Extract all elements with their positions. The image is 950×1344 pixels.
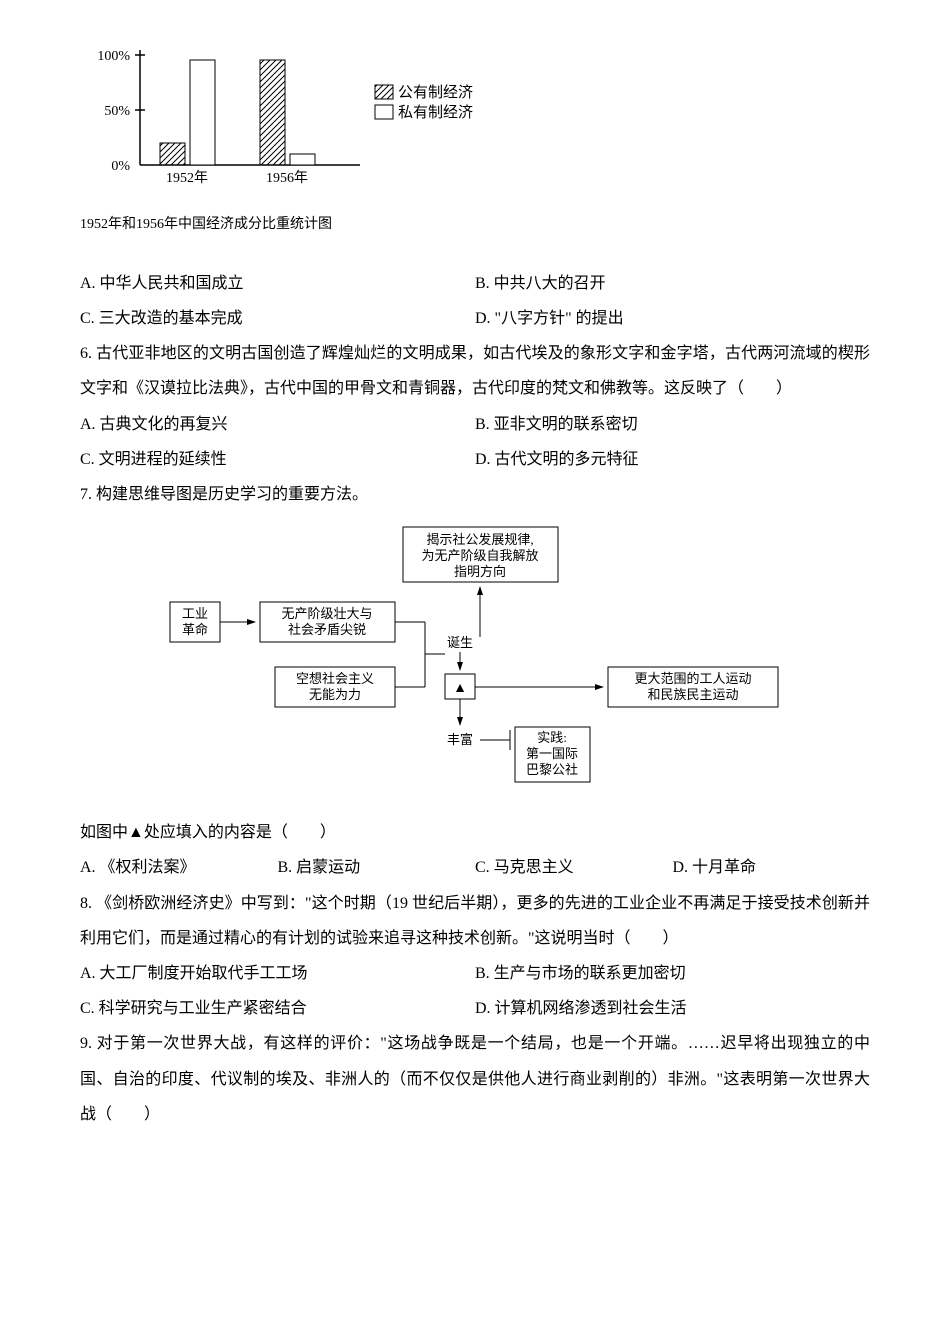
- q8-option-b: B. 生产与市场的联系更加密切: [475, 956, 870, 991]
- svg-text:无产阶级壮大与: 无产阶级壮大与: [281, 606, 372, 621]
- svg-text:▲: ▲: [453, 681, 467, 696]
- xlabel-1956: 1956年: [266, 170, 308, 186]
- ylabel-50: 50%: [104, 104, 130, 119]
- q8-text: 8. 《剑桥欧洲经济史》中写到："这个时期（19 世纪后半期），更多的先进的工业…: [80, 886, 870, 956]
- svg-text:革命: 革命: [182, 622, 208, 637]
- svg-text:空想社会主义: 空想社会主义: [296, 671, 374, 686]
- ylabel-100: 100%: [97, 49, 130, 64]
- bar-1952-private: [190, 60, 215, 165]
- q8-option-d: D. 计算机网络渗透到社会生活: [475, 991, 870, 1026]
- q5-option-d: D. "八字方针" 的提出: [475, 301, 870, 336]
- q8-option-a: A. 大工厂制度开始取代手工工场: [80, 956, 475, 991]
- q7-options-row: A. 《权利法案》 B. 启蒙运动 C. 马克思主义 D. 十月革命: [80, 850, 870, 885]
- svg-text:揭示社公发展规律,: 揭示社公发展规律,: [426, 532, 533, 547]
- svg-text:第一国际: 第一国际: [526, 746, 578, 761]
- legend-public: 公有制经济: [398, 84, 473, 101]
- q7-option-c: C. 马克思主义: [475, 850, 673, 885]
- svg-text:无能为力: 无能为力: [309, 687, 361, 702]
- svg-text:诞生: 诞生: [447, 635, 473, 650]
- bar-1952-public: [160, 143, 185, 165]
- q6-text: 6. 古代亚非地区的文明古国创造了辉煌灿烂的文明成果，如古代埃及的象形文字和金字…: [80, 336, 870, 406]
- q7-subtext: 如图中▲处应填入的内容是（ ）: [80, 815, 870, 850]
- svg-text:工业: 工业: [182, 606, 208, 621]
- q7-option-d: D. 十月革命: [673, 850, 871, 885]
- q6-option-d: D. 古代文明的多元特征: [475, 442, 870, 477]
- q7-text: 7. 构建思维导图是历史学习的重要方法。: [80, 477, 870, 512]
- bar-chart: 100% 50% 0% 1952年 1956年 公有制经济 私有制经济: [80, 40, 530, 200]
- bar-1956-public: [260, 60, 285, 165]
- svg-text:和民族民主运动: 和民族民主运动: [647, 687, 738, 702]
- xlabel-1952: 1952年: [166, 170, 208, 186]
- svg-text:指明方向: 指明方向: [454, 564, 506, 579]
- chart-caption: 1952年和1956年中国经济成分比重统计图: [80, 210, 870, 241]
- bar-1956-private: [290, 154, 315, 165]
- svg-text:实践:: 实践:: [537, 730, 567, 745]
- mindmap-container: 工业 革命 无产阶级壮大与 社会矛盾尖锐 空想社会主义 无能为力 诞生 ▲: [165, 522, 785, 805]
- q7-option-b: B. 启蒙运动: [278, 850, 476, 885]
- legend-empty-icon: [375, 105, 393, 119]
- q5-options-row1: A. 中华人民共和国成立 B. 中共八大的召开: [80, 266, 870, 301]
- svg-text:丰富: 丰富: [447, 732, 473, 747]
- mindmap: 工业 革命 无产阶级壮大与 社会矛盾尖锐 空想社会主义 无能为力 诞生 ▲: [165, 522, 785, 792]
- chart-container: 100% 50% 0% 1952年 1956年 公有制经济 私有制经济: [80, 40, 530, 200]
- q7-option-a: A. 《权利法案》: [80, 850, 278, 885]
- q8-options-row1: A. 大工厂制度开始取代手工工场 B. 生产与市场的联系更加密切: [80, 956, 870, 991]
- q8-option-c: C. 科学研究与工业生产紧密结合: [80, 991, 475, 1026]
- ylabel-0: 0%: [111, 159, 130, 174]
- svg-text:巴黎公社: 巴黎公社: [526, 762, 578, 777]
- q9-text: 9. 对于第一次世界大战，有这样的评价："这场战争既是一个结局，也是一个开端。……: [80, 1026, 870, 1132]
- q5-option-a: A. 中华人民共和国成立: [80, 266, 475, 301]
- q6-options-row2: C. 文明进程的延续性 D. 古代文明的多元特征: [80, 442, 870, 477]
- q6-option-c: C. 文明进程的延续性: [80, 442, 475, 477]
- q5-option-b: B. 中共八大的召开: [475, 266, 870, 301]
- svg-text:为无产阶级自我解放: 为无产阶级自我解放: [421, 548, 538, 563]
- q6-options-row1: A. 古典文化的再复兴 B. 亚非文明的联系密切: [80, 407, 870, 442]
- svg-text:更大范围的工人运动: 更大范围的工人运动: [634, 671, 751, 686]
- legend-private: 私有制经济: [398, 104, 473, 121]
- legend-hatch-icon: [375, 85, 393, 99]
- q6-option-b: B. 亚非文明的联系密切: [475, 407, 870, 442]
- q5-option-c: C. 三大改造的基本完成: [80, 301, 475, 336]
- q6-option-a: A. 古典文化的再复兴: [80, 407, 475, 442]
- q8-options-row2: C. 科学研究与工业生产紧密结合 D. 计算机网络渗透到社会生活: [80, 991, 870, 1026]
- q5-options-row2: C. 三大改造的基本完成 D. "八字方针" 的提出: [80, 301, 870, 336]
- svg-text:社会矛盾尖锐: 社会矛盾尖锐: [288, 622, 366, 637]
